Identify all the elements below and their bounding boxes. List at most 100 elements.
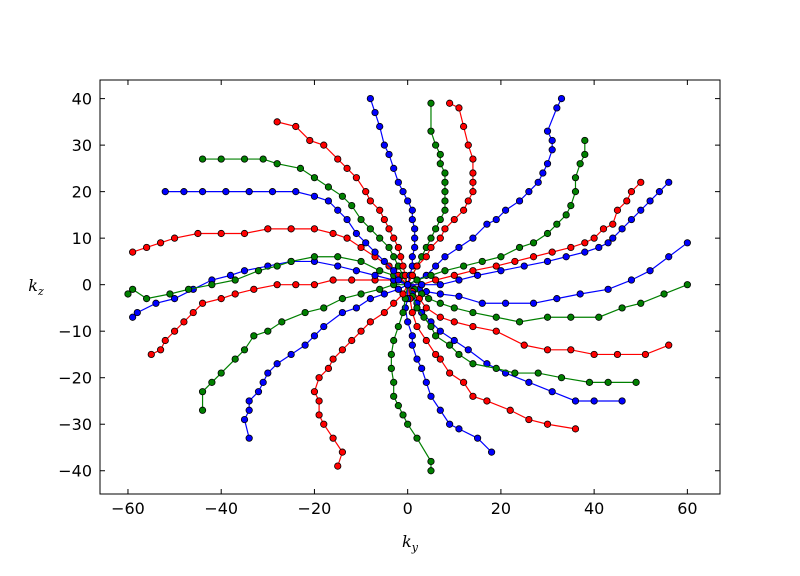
series-line [201,284,408,411]
data-point [357,243,365,252]
y-tick-label: 20 [72,183,92,202]
data-point [240,155,249,163]
data-point [427,127,435,135]
plot-frame [99,79,721,495]
data-point [334,262,342,270]
data-point [432,225,440,233]
data-point [310,332,319,340]
data-point [408,206,416,214]
data-point [380,290,388,298]
data-point [310,225,319,233]
data-point [264,225,272,233]
data-point [343,234,351,242]
data-point [390,164,398,172]
data-point [492,262,500,270]
data-point [343,164,351,172]
data-point [455,350,463,359]
series-8 [387,281,435,475]
data-point [387,364,395,373]
data-point [534,369,542,377]
data-point [497,267,505,275]
data-point [394,322,402,331]
data-point [432,276,440,284]
data-point [427,467,435,475]
data-point [413,304,421,312]
data-point [376,122,384,131]
data-point [627,188,636,196]
data-point [245,188,253,196]
data-point [427,457,435,466]
data-point [404,281,412,289]
data-point [362,239,370,247]
data-point [387,350,395,359]
data-point [397,253,405,261]
data-point [161,188,169,196]
data-point [129,248,137,256]
axis-ticks: −60 −40 −20 0 20 40 60 −40 −30 −20 −10 0 10 20 30 40 [58,80,720,518]
data-point [478,299,486,307]
data-point [464,197,472,205]
data-point [418,364,426,373]
data-point [394,285,402,293]
data-point [436,234,444,242]
data-point [362,188,370,196]
data-point [683,281,691,289]
x-tick-label: −40 [204,499,238,518]
data-point [576,160,584,168]
data-point [394,178,402,186]
data-point [315,374,323,382]
data-point [492,364,500,373]
data-point [198,406,207,414]
data-point [483,220,491,228]
series-line [407,284,637,383]
data-point [427,234,435,242]
data-point [613,206,622,214]
data-point [604,285,612,293]
data-point [469,392,477,400]
data-point [436,299,444,307]
data-point [543,229,552,238]
data-point [487,448,496,456]
data-point [329,355,337,363]
data-point [539,169,547,177]
series-line [407,242,688,304]
data-point [571,174,580,182]
data-point [464,346,472,354]
data-point [665,253,673,261]
data-point [324,183,333,191]
data-point [646,267,654,275]
data-point [492,327,500,335]
data-point [455,425,463,433]
data-point [124,290,132,298]
data-point [408,341,416,349]
data-point [170,295,179,303]
series-24 [404,178,645,289]
data-point [655,188,663,196]
data-point [273,360,281,368]
y-tick-label: −30 [58,415,92,434]
data-point [217,229,225,238]
data-point [240,346,249,354]
data-point [529,299,538,307]
data-point [324,197,333,205]
data-point [408,332,416,340]
data-point [170,234,179,242]
data-point [492,313,500,321]
data-point [618,397,626,405]
data-point [469,267,477,275]
data-point [441,225,449,233]
data-point [296,164,305,172]
data-point [441,178,449,186]
data-point [254,388,263,396]
y-tick-label: 40 [72,90,92,109]
data-point [441,188,449,196]
data-point [366,295,374,303]
data-point [301,308,309,317]
data-point [637,299,645,307]
data-point [441,267,449,275]
series-4 [404,281,626,405]
series-line [132,260,408,318]
data-point [469,308,477,317]
y-tick-label: 30 [72,136,92,155]
data-point [525,188,533,196]
